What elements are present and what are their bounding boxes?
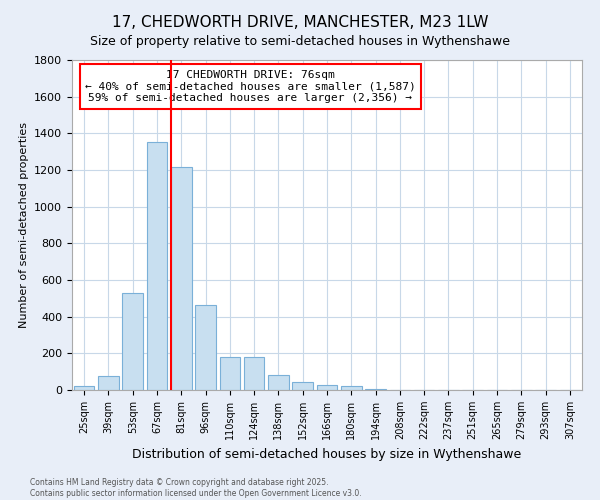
Bar [74, 386, 94, 390]
Bar [98, 376, 119, 390]
Y-axis label: Number of semi-detached properties: Number of semi-detached properties [19, 122, 29, 328]
Text: 17 CHEDWORTH DRIVE: 76sqm
← 40% of semi-detached houses are smaller (1,587)
59% : 17 CHEDWORTH DRIVE: 76sqm ← 40% of semi-… [85, 70, 416, 103]
Bar [244, 357, 265, 390]
Bar [220, 357, 240, 390]
Bar [195, 304, 216, 390]
Text: Contains HM Land Registry data © Crown copyright and database right 2025.
Contai: Contains HM Land Registry data © Crown c… [30, 478, 362, 498]
X-axis label: Distribution of semi-detached houses by size in Wythenshawe: Distribution of semi-detached houses by … [133, 448, 521, 460]
Bar [171, 168, 191, 390]
Text: Size of property relative to semi-detached houses in Wythenshawe: Size of property relative to semi-detach… [90, 35, 510, 48]
Bar [146, 142, 167, 390]
Bar [268, 376, 289, 390]
Text: 17, CHEDWORTH DRIVE, MANCHESTER, M23 1LW: 17, CHEDWORTH DRIVE, MANCHESTER, M23 1LW [112, 15, 488, 30]
Bar [122, 293, 143, 390]
Bar [317, 384, 337, 390]
Bar [341, 386, 362, 390]
Bar [292, 382, 313, 390]
Bar [365, 389, 386, 390]
